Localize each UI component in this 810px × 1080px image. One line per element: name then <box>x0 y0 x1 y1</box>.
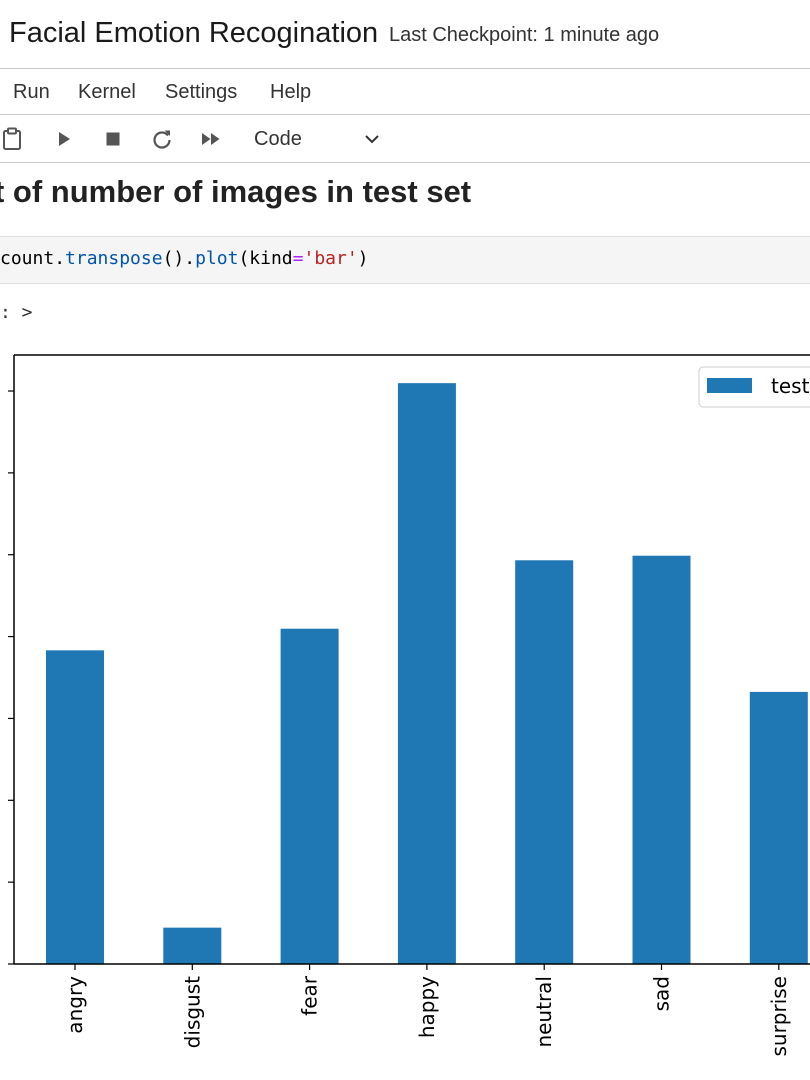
menu-bar: Run Kernel Settings Help <box>0 69 810 115</box>
cell-type-dropdown[interactable]: Code <box>238 123 388 155</box>
menu-kernel[interactable]: Kernel <box>78 81 136 103</box>
code-line: count.transpose().plot(kind='bar') <box>0 248 369 269</box>
bar-surprise <box>749 691 808 964</box>
run-icon[interactable] <box>52 127 76 151</box>
x-tick-label: surprise <box>767 976 791 1057</box>
bar-angry <box>46 650 104 964</box>
code-token: plot <box>195 248 239 269</box>
code-token: 'bar' <box>303 248 358 269</box>
code-token: ) <box>357 248 369 269</box>
code-token: = <box>292 248 304 269</box>
output-prompt: : > <box>0 302 33 323</box>
chevron-down-icon <box>364 131 380 147</box>
menu-run[interactable]: Run <box>13 81 50 103</box>
bar-happy <box>397 383 456 964</box>
code-cell-editor[interactable]: count.transpose().plot(kind='bar') <box>0 236 810 284</box>
bar-chart: angry disgust fear happy neutral sad surprise t… <box>8 354 810 1057</box>
stop-icon[interactable] <box>101 127 125 151</box>
clipboard-icon[interactable] <box>0 127 24 151</box>
code-token: count <box>0 248 55 269</box>
code-token: . <box>54 248 66 269</box>
markdown-heading: t of number of images in test set <box>0 174 472 209</box>
code-token: (). <box>162 248 196 269</box>
menu-help[interactable]: Help <box>270 81 312 103</box>
checkpoint-status: Last Checkpoint: 1 minute ago <box>389 24 660 46</box>
x-tick-label: sad <box>650 976 674 1011</box>
bar-neutral <box>515 560 574 964</box>
x-tick-label: angry <box>63 976 87 1034</box>
x-tick-label: happy <box>415 976 439 1038</box>
menu-settings[interactable]: Settings <box>165 81 238 103</box>
bar-fear <box>280 628 339 964</box>
legend-swatch <box>707 378 752 393</box>
bar-sad <box>632 555 691 964</box>
cell-type-value: Code <box>254 128 302 150</box>
notebook-toolbar: Code <box>0 115 810 163</box>
fast-forward-icon[interactable] <box>199 127 223 151</box>
code-token: (kind <box>238 248 293 269</box>
title-bar: Facial Emotion Recogination Last Checkpo… <box>0 0 810 69</box>
legend-box <box>698 366 810 408</box>
x-tick-label: fear <box>298 975 322 1016</box>
x-tick-label: disgust <box>180 976 204 1048</box>
notebook-title[interactable]: Facial Emotion Recogination <box>9 17 379 49</box>
x-tick-label: neutral <box>532 976 556 1048</box>
code-token: transpose <box>65 248 163 269</box>
bar-disgust <box>163 927 222 964</box>
legend-label: test <box>771 374 810 398</box>
restart-icon[interactable] <box>150 127 174 151</box>
